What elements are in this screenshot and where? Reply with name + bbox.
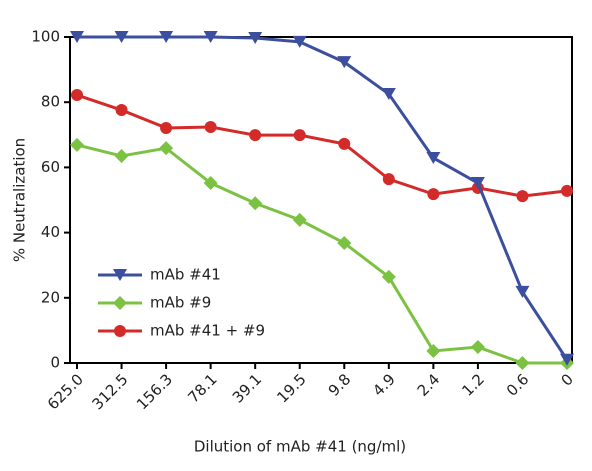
x-tick-label: 78.1: [184, 370, 220, 406]
marker: [515, 356, 530, 370]
marker: [114, 31, 129, 43]
marker: [381, 88, 396, 101]
x-tick-label: 625.0: [44, 370, 87, 413]
x-tick-label: 1.2: [458, 370, 488, 400]
marker: [113, 269, 127, 281]
marker: [427, 188, 440, 201]
marker: [382, 173, 395, 186]
marker: [516, 190, 529, 203]
y-tick-label: 40: [41, 223, 60, 241]
x-tick-label: 4.9: [369, 370, 399, 400]
legend-label: mAb #9: [150, 294, 211, 312]
x-tick-label: 9.8: [325, 370, 355, 400]
marker: [426, 343, 441, 358]
y-tick-label: 20: [41, 288, 60, 306]
marker: [470, 340, 485, 355]
y-tick-label: 60: [41, 158, 60, 176]
x-tick-label: 2.4: [414, 370, 444, 400]
marker: [71, 89, 83, 102]
y-tick-label: 80: [41, 93, 60, 111]
marker: [338, 137, 351, 150]
marker: [248, 31, 263, 44]
x-tick-label: 0.6: [503, 370, 533, 400]
marker: [337, 236, 352, 251]
marker: [115, 104, 128, 117]
series-line: [76, 93, 568, 198]
x-tick-label: 19.5: [273, 370, 309, 406]
y-tick-label: 100: [31, 28, 60, 46]
marker: [204, 120, 217, 133]
marker: [114, 148, 129, 163]
y-tick-label: 0: [50, 354, 60, 372]
marker: [292, 212, 307, 227]
marker: [249, 129, 262, 142]
legend-label: mAb #41: [150, 266, 221, 284]
marker: [337, 56, 352, 69]
y-axis-label: % Neutralization: [11, 138, 29, 262]
marker: [114, 325, 126, 337]
marker: [561, 184, 573, 197]
marker: [159, 141, 174, 156]
marker: [70, 137, 84, 152]
marker: [470, 177, 485, 190]
x-tick-label: 312.5: [88, 370, 131, 413]
marker: [248, 196, 263, 211]
marker: [70, 31, 84, 43]
marker: [426, 151, 441, 164]
marker: [292, 35, 307, 48]
marker: [560, 353, 574, 366]
x-tick-label: 0: [558, 370, 577, 389]
series-line: [77, 35, 569, 361]
x-tick-label: 156.3: [133, 370, 176, 413]
marker: [113, 296, 127, 310]
marker: [293, 129, 306, 142]
marker: [160, 121, 173, 134]
marker: [159, 31, 174, 43]
legend-label: mAb #41 + #9: [150, 322, 265, 340]
marker: [515, 285, 530, 298]
marker: [381, 269, 396, 284]
x-axis-label: Dilution of mAb #41 (ng/ml): [194, 438, 406, 456]
plot-frame: [69, 36, 573, 364]
x-tick-label: 39.1: [229, 370, 265, 406]
marker: [203, 31, 218, 43]
series-line: [76, 143, 567, 365]
marker: [203, 176, 218, 191]
